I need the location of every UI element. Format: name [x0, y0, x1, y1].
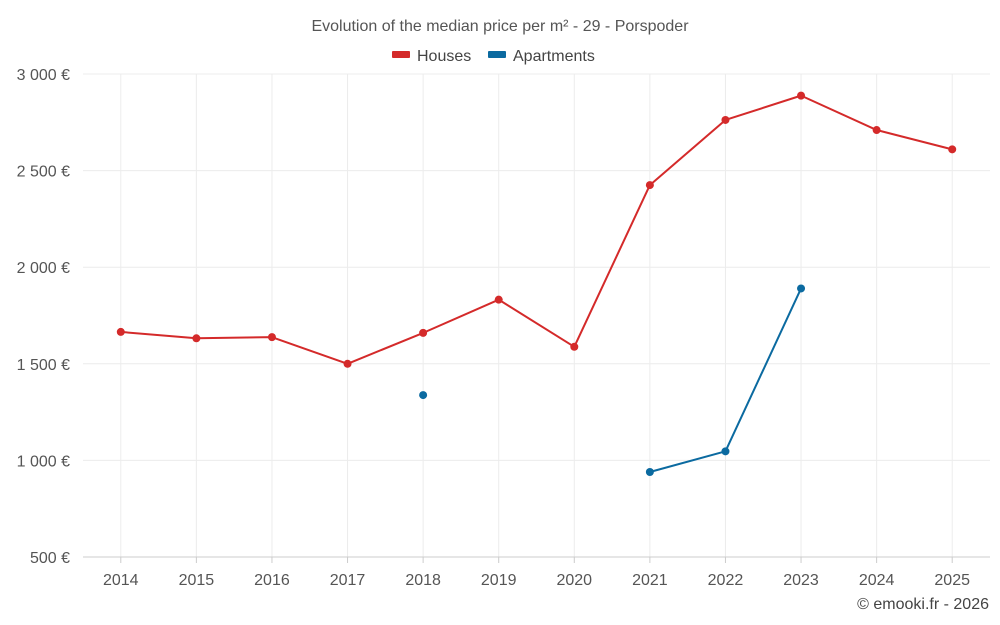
data-point-apartments-2023[interactable]: [797, 284, 806, 293]
data-point-houses-2015[interactable]: [192, 334, 201, 343]
data-point-houses-2023[interactable]: [797, 91, 806, 100]
data-point-houses-2022[interactable]: [721, 115, 730, 124]
x-tick-label: 2018: [405, 572, 441, 589]
x-tick-label: 2016: [254, 572, 290, 589]
legend-item-houses[interactable]: Houses: [392, 48, 471, 65]
data-point-houses-2017[interactable]: [343, 359, 352, 368]
series-apartments: [419, 284, 806, 476]
x-tick-label: 2014: [103, 572, 139, 589]
x-tick-label: 2024: [859, 572, 895, 589]
series-houses: [116, 91, 957, 368]
data-point-houses-2024[interactable]: [872, 126, 881, 135]
y-tick-label: 500 €: [30, 550, 70, 567]
y-tick-label: 2 500 €: [17, 164, 70, 181]
x-tick-label: 2021: [632, 572, 668, 589]
grid: [83, 73, 990, 557]
legend-label-houses: Houses: [417, 48, 471, 65]
legend: Houses Apartments: [392, 48, 595, 65]
x-tick-label: 2017: [330, 572, 366, 589]
series-line-houses: [120, 94, 953, 365]
y-tick-label: 2 000 €: [17, 260, 70, 277]
series: [116, 91, 957, 476]
x-tick-label: 2019: [481, 572, 517, 589]
y-tick-label: 3 000 €: [17, 67, 70, 84]
x-tick-label: 2015: [179, 572, 215, 589]
data-point-houses-2018[interactable]: [419, 328, 428, 337]
data-point-houses-2016[interactable]: [267, 333, 276, 342]
data-point-houses-2020[interactable]: [570, 342, 579, 351]
data-point-houses-2019[interactable]: [494, 295, 503, 304]
data-point-apartments-2018[interactable]: [419, 391, 428, 400]
x-tick-label: 2025: [934, 572, 970, 589]
data-point-houses-2025[interactable]: [948, 145, 957, 154]
x-tick-label: 2022: [708, 572, 744, 589]
y-tick-label: 1 500 €: [17, 357, 70, 374]
credit-text: © emooki.fr - 2026: [857, 596, 989, 613]
legend-swatch-apartments: [488, 51, 506, 58]
legend-item-apartments[interactable]: Apartments: [488, 48, 595, 65]
data-point-apartments-2021[interactable]: [645, 467, 654, 476]
y-tick-label: 1 000 €: [17, 453, 70, 470]
data-point-houses-2021[interactable]: [645, 181, 654, 190]
legend-swatch-houses: [392, 51, 410, 58]
x-tick-label: 2023: [783, 572, 819, 589]
axes: 500 € 1 000 € 1 500 € 2 000 € 2 500 € 3 000 €…: [17, 67, 990, 589]
data-point-apartments-2022[interactable]: [721, 447, 730, 456]
data-point-houses-2014[interactable]: [116, 327, 125, 336]
legend-label-apartments: Apartments: [513, 48, 595, 65]
x-tick-label: 2020: [556, 572, 592, 589]
chart-title: Evolution of the median price per m² - 2…: [311, 18, 689, 35]
